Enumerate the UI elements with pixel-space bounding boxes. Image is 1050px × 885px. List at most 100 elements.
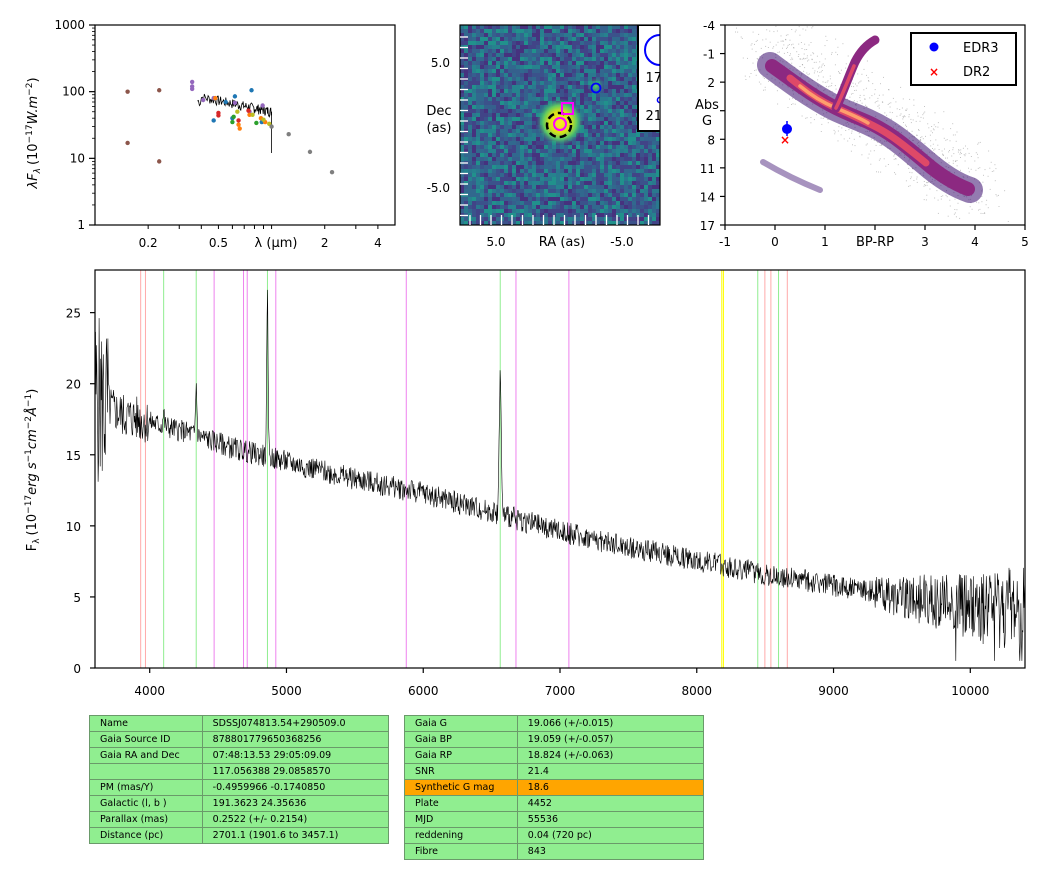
target-star-blob bbox=[536, 98, 584, 146]
sed-point bbox=[329, 169, 335, 175]
photometry-info-row: Gaia RP 18.824 (+/-0.063) bbox=[404, 747, 705, 764]
source-info-label bbox=[89, 763, 203, 780]
sed-point bbox=[232, 100, 238, 106]
photometry-info-label: MJD bbox=[404, 811, 518, 828]
source-info-value: 07:48:13.53 29:05:09.09 bbox=[201, 747, 390, 764]
spectrum-ytick-label: 0 bbox=[73, 662, 81, 676]
cmd-plot-area: × EDR3 × DR2 bbox=[735, 25, 1017, 222]
source-info-label: Gaia Source ID bbox=[89, 731, 203, 748]
spectrum-ytick-label: 25 bbox=[66, 307, 81, 321]
source-info-label: Parallax (mas) bbox=[89, 811, 203, 828]
sed-xtick-label: 0.2 bbox=[139, 236, 158, 250]
source-info-row: 117.056388 29.0858570 bbox=[89, 763, 390, 780]
image-ytick-bottom: -5.0 bbox=[427, 181, 450, 195]
dr2-point: × bbox=[780, 133, 790, 147]
spectrum-trace bbox=[95, 289, 1025, 661]
source-info-label: Name bbox=[89, 715, 203, 732]
sed-ytick-label: 1000 bbox=[54, 18, 85, 32]
legend-bright-label: 17.1 bbox=[646, 71, 675, 86]
spectrum-axes: 0 5 10 15 20 25 4000 5000 6000 7000 8000 9000 10000 bbox=[66, 307, 990, 698]
legend-faint-label: 21.1 bbox=[646, 109, 675, 124]
source-info-row: Distance (pc) 2701.1 (1901.6 to 3457.1) bbox=[89, 827, 390, 844]
image-ylabel: Dec bbox=[426, 104, 451, 119]
sed-point bbox=[189, 86, 195, 92]
target-marker-square bbox=[561, 102, 574, 115]
sed-point bbox=[246, 108, 251, 113]
cmd-ytick-label: 17 bbox=[700, 219, 715, 233]
cmd-xtick-label: 0 bbox=[771, 235, 779, 249]
source-info-value: -0.4959966 -0.1740850 bbox=[201, 779, 390, 796]
target-marker-circle bbox=[553, 117, 567, 131]
photometry-info-label: SNR bbox=[404, 763, 518, 780]
sed-ylabel: λFλ(10−17W.m−2) bbox=[25, 77, 43, 189]
sed-point bbox=[232, 94, 238, 99]
photometry-info-row: Fibre 843 bbox=[404, 843, 705, 860]
photometry-info-row: Plate 4452 bbox=[404, 795, 705, 812]
photometry-info-value: 843 bbox=[516, 843, 705, 860]
sed-point bbox=[125, 89, 130, 94]
sed-xlabel: λ (μm) bbox=[255, 236, 298, 251]
source-info-row: Parallax (mas) 0.2522 (+/- 0.2154) bbox=[89, 811, 390, 828]
photometry-info-row: reddening 0.04 (720 pc) bbox=[404, 827, 705, 844]
photometry-info-value: 55536 bbox=[516, 811, 705, 828]
photometry-info-label: reddening bbox=[404, 827, 518, 844]
cmd-ytick-label: -1 bbox=[703, 48, 715, 62]
image-legend-box bbox=[637, 25, 660, 132]
spectrum-xtick-label: 5000 bbox=[271, 684, 302, 698]
legend-dr2-label: DR2 bbox=[963, 65, 990, 80]
legend-dr2-marker: × bbox=[929, 65, 939, 79]
photometry-info-label: Gaia RP bbox=[404, 747, 518, 764]
sed-point bbox=[230, 119, 235, 125]
legend-bright-circle bbox=[644, 34, 660, 66]
photometry-info-value: 21.4 bbox=[516, 763, 705, 780]
sed-point bbox=[231, 114, 236, 119]
sed-xtick-label: 2 bbox=[321, 236, 329, 250]
sed-ytick-label: 10 bbox=[70, 151, 85, 165]
legend-faint-circle bbox=[656, 96, 660, 104]
photometry-info-value: 19.059 (+/-0.057) bbox=[516, 731, 705, 748]
spectrum-xtick-label: 4000 bbox=[134, 684, 165, 698]
sed-point bbox=[247, 112, 252, 117]
image-ytick-top: 5.0 bbox=[431, 56, 450, 70]
photometry-info-row: Gaia BP 19.059 (+/-0.057) bbox=[404, 731, 705, 748]
photometry-info-value: 4452 bbox=[516, 795, 705, 812]
sed-point bbox=[250, 112, 255, 117]
spectrum-ytick-label: 5 bbox=[73, 591, 81, 605]
spectrum-ytick-label: 10 bbox=[66, 520, 81, 534]
photometry-info-row: Gaia G 19.066 (+/-0.015) bbox=[404, 715, 705, 732]
photometry-info-label: Synthetic G mag bbox=[404, 779, 518, 796]
sed-xtick-label: 0.5 bbox=[209, 236, 228, 250]
photometry-info-row: Synthetic G mag 18.6 bbox=[404, 779, 705, 796]
sed-point bbox=[235, 109, 240, 114]
photometry-info-row: SNR 21.4 bbox=[404, 763, 705, 780]
source-info-row: PM (mas/Y) -0.4959966 -0.1740850 bbox=[89, 779, 390, 796]
sed-point bbox=[286, 132, 291, 137]
source-info-row: Gaia Source ID 878801779650368256 bbox=[89, 731, 390, 748]
source-info-row: Name SDSSJ074813.54+290509.0 bbox=[89, 715, 390, 732]
source-info-row: Galactic (l, b ) 191.3623 24.35636 bbox=[89, 795, 390, 812]
spectrum-ytick-label: 20 bbox=[66, 378, 81, 392]
image-ylabel-units: (as) bbox=[427, 121, 452, 136]
sed-point bbox=[237, 126, 242, 131]
source-info-label: Gaia RA and Dec bbox=[89, 747, 203, 764]
spectrum-xtick-label: 10000 bbox=[951, 684, 989, 698]
cmd-ylabel: Abs bbox=[695, 98, 719, 113]
image-panel: 17.1 21.1 5.0 -5.0 5.0 -5.0 Dec (as) RA … bbox=[426, 24, 675, 250]
photometry-info-label: Plate bbox=[404, 795, 518, 812]
cmd-xtick-label: 1 bbox=[821, 235, 829, 249]
photometry-info-table: Gaia G 19.066 (+/-0.015) Gaia BP 19.059 (+/… bbox=[404, 715, 705, 860]
source-info-value: 117.056388 29.0858570 bbox=[201, 763, 390, 780]
sed-ytick-label: 1 bbox=[77, 218, 85, 232]
photometry-info-value: 18.6 bbox=[516, 779, 705, 796]
cmd-legend-box bbox=[910, 32, 1017, 86]
source-info-row: Gaia RA and Dec 07:48:13.53 29:05:09.09 bbox=[89, 747, 390, 764]
sed-plot-area bbox=[125, 79, 335, 175]
photometry-info-value: 19.066 (+/-0.015) bbox=[516, 715, 705, 732]
photometry-info-label: Fibre bbox=[404, 843, 518, 860]
photometry-info-label: Gaia BP bbox=[404, 731, 518, 748]
cmd-ytick-label: 8 bbox=[707, 133, 715, 147]
cmd-ytick-label: 11 bbox=[700, 162, 715, 176]
source-info-table: Name SDSSJ074813.54+290509.0 Gaia Source I… bbox=[89, 715, 390, 844]
